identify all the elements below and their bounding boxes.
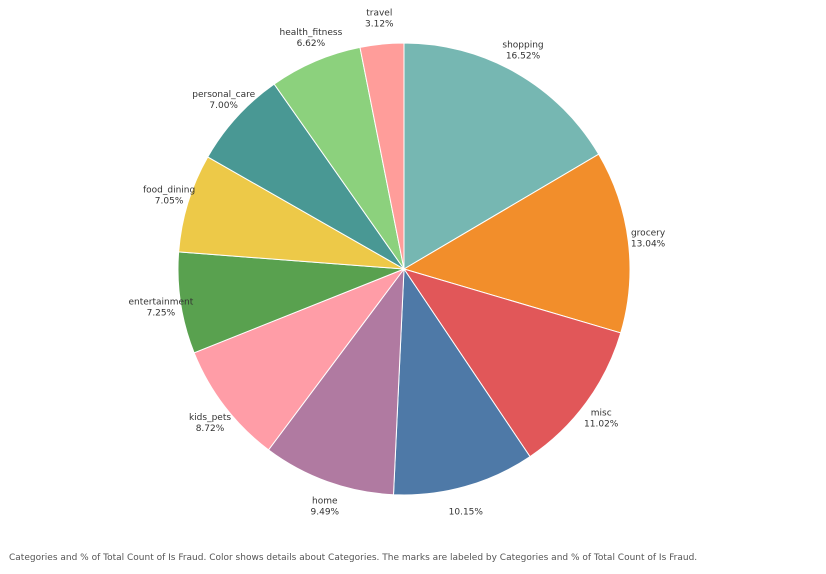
pie-slice-home[interactable] bbox=[267, 267, 405, 496]
pie-slice-shopping[interactable] bbox=[403, 42, 600, 270]
slice-value-label: 10.15% bbox=[449, 508, 484, 518]
slice-value-label: 6.62% bbox=[297, 39, 326, 49]
chart-caption: Categories and % of Total Count of Is Fr… bbox=[9, 553, 698, 563]
slice-value-label: 7.05% bbox=[155, 197, 184, 207]
slice-category-label: grocery bbox=[631, 229, 666, 239]
slice-value-label: 16.52% bbox=[506, 52, 541, 62]
slice-category-label: food_dining bbox=[143, 186, 195, 196]
slice-category-label: personal_care bbox=[192, 90, 255, 100]
pie-slice-entertainment[interactable] bbox=[177, 251, 405, 354]
slice-category-label: shopping bbox=[502, 41, 543, 51]
slice-value-label: 7.00% bbox=[209, 101, 238, 111]
pie-slice-unlabeled-3[interactable] bbox=[392, 267, 531, 496]
pie-slice-kids-pets[interactable] bbox=[193, 267, 406, 451]
slice-value-label: 13.04% bbox=[631, 240, 666, 250]
slice-category-label: travel bbox=[366, 9, 392, 19]
slice-category-label: entertainment bbox=[129, 298, 194, 308]
slice-value-label: 8.72% bbox=[196, 424, 225, 434]
pie-slice-misc[interactable] bbox=[402, 268, 622, 458]
slice-category-label: home bbox=[312, 497, 338, 507]
slice-value-label: 11.02% bbox=[584, 420, 619, 430]
slice-category-label: health_fitness bbox=[279, 28, 342, 38]
pie-slice-travel[interactable] bbox=[359, 42, 405, 270]
pie-slices bbox=[177, 42, 631, 496]
slice-value-label: 3.12% bbox=[365, 20, 394, 30]
slice-category-label: kids_pets bbox=[189, 413, 231, 423]
slice-value-label: 9.49% bbox=[311, 508, 340, 518]
slice-category-label: misc bbox=[591, 409, 612, 419]
pie-slice-grocery[interactable] bbox=[402, 153, 631, 334]
slice-value-label: 7.25% bbox=[147, 309, 176, 319]
